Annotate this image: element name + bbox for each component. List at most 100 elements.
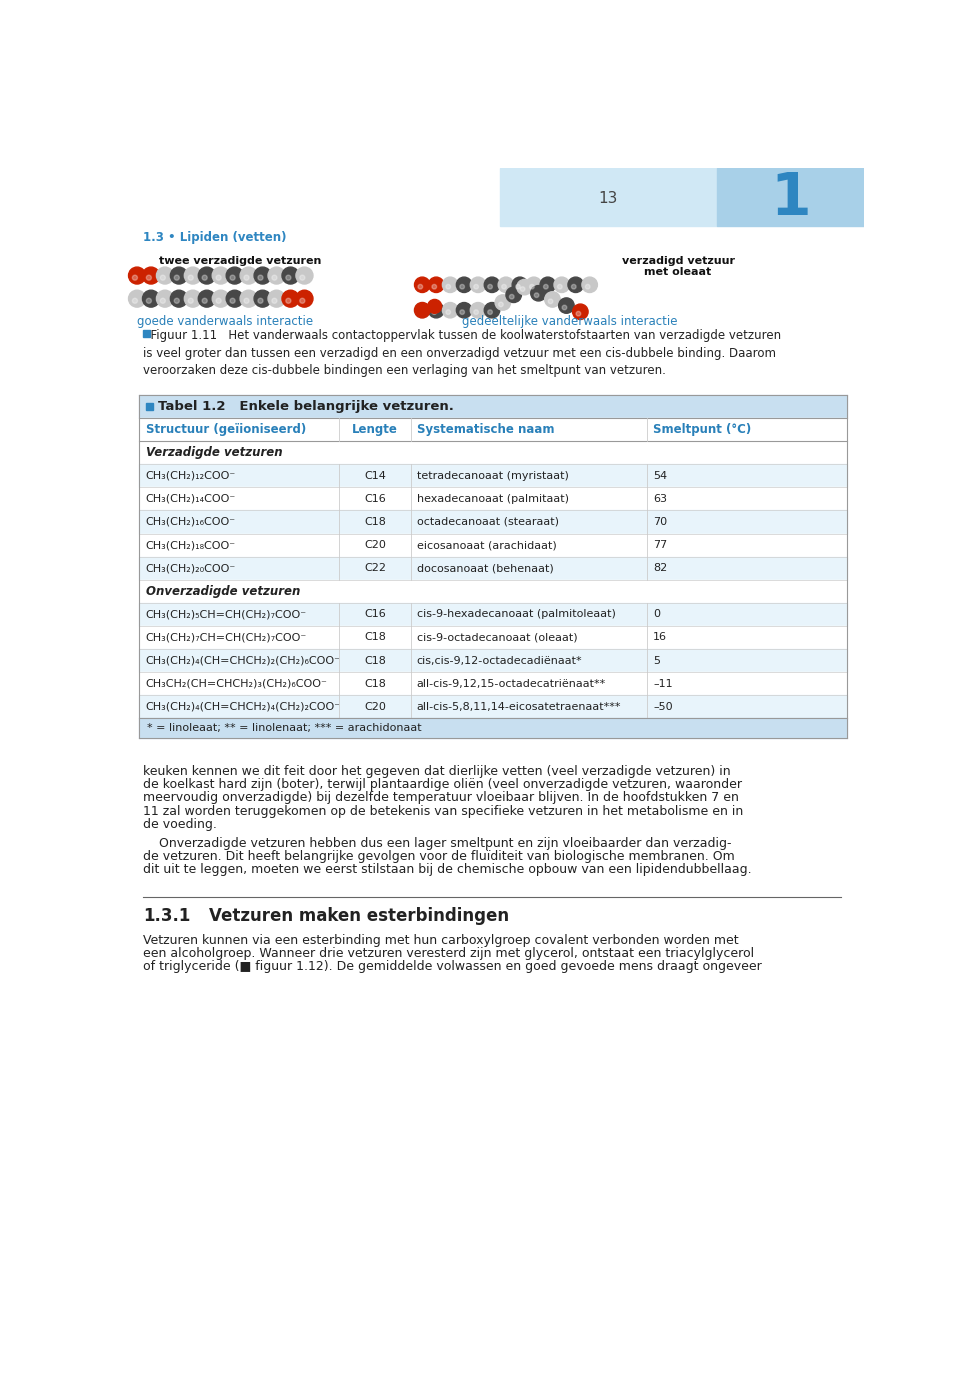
Circle shape — [174, 275, 180, 280]
Circle shape — [146, 298, 152, 303]
Text: 1: 1 — [770, 171, 810, 226]
Text: 0: 0 — [653, 610, 660, 619]
Circle shape — [445, 284, 450, 289]
Circle shape — [415, 277, 430, 292]
Circle shape — [240, 291, 257, 308]
Text: 11 zal worden teruggekomen op de betekenis van specifieke vetzuren in het metabo: 11 zal worden teruggekomen op de beteken… — [143, 805, 743, 818]
Text: CH₃(CH₂)₇CH=CH(CH₂)₇COO⁻: CH₃(CH₂)₇CH=CH(CH₂)₇COO⁻ — [146, 632, 307, 643]
Circle shape — [203, 298, 207, 303]
Circle shape — [272, 298, 277, 303]
Circle shape — [488, 310, 492, 315]
Text: eicosanoaat (arachidaat): eicosanoaat (arachidaat) — [417, 540, 557, 549]
Text: CH₃(CH₂)₁₂COO⁻: CH₃(CH₂)₁₂COO⁻ — [146, 471, 236, 481]
Bar — [143, 330, 150, 337]
Text: 63: 63 — [653, 493, 667, 503]
Circle shape — [563, 305, 566, 310]
Bar — [139, 534, 847, 556]
Text: cis,cis-9,12-octadecadiënaat*: cis,cis-9,12-octadecadiënaat* — [417, 656, 583, 665]
Bar — [146, 403, 154, 410]
Circle shape — [544, 292, 561, 308]
Bar — [139, 418, 847, 442]
Text: gedeeltelijke vanderwaals interactie: gedeeltelijke vanderwaals interactie — [462, 316, 677, 329]
Circle shape — [506, 287, 521, 302]
Bar — [139, 603, 847, 626]
Bar — [717, 168, 864, 225]
Text: –50: –50 — [653, 702, 673, 712]
Circle shape — [488, 284, 492, 289]
Circle shape — [418, 284, 422, 289]
Circle shape — [230, 298, 235, 303]
Circle shape — [129, 267, 146, 284]
Text: Lengte: Lengte — [352, 424, 397, 436]
Circle shape — [216, 298, 221, 303]
Text: verzadigd vetzuur: verzadigd vetzuur — [621, 256, 734, 266]
Bar — [139, 695, 847, 719]
Text: de voeding.: de voeding. — [143, 818, 217, 830]
Text: de vetzuren. Dit heeft belangrijke gevolgen voor de fluïditeit van biologische m: de vetzuren. Dit heeft belangrijke gevol… — [143, 850, 735, 863]
Circle shape — [212, 267, 229, 284]
Circle shape — [456, 277, 472, 292]
Circle shape — [460, 310, 465, 315]
Text: 1.3.1: 1.3.1 — [143, 907, 191, 925]
Circle shape — [160, 298, 165, 303]
Text: cis-9-octadecanoaat (oleaat): cis-9-octadecanoaat (oleaat) — [417, 632, 578, 643]
Circle shape — [443, 277, 458, 292]
Text: 1.3 • Lipiden (vetten): 1.3 • Lipiden (vetten) — [143, 231, 287, 243]
Circle shape — [142, 267, 159, 284]
Text: dit uit te leggen, moeten we eerst stilstaan bij de chemische opbouw van een lip: dit uit te leggen, moeten we eerst stils… — [143, 863, 752, 877]
Text: goede vanderwaals interactie: goede vanderwaals interactie — [136, 316, 313, 329]
Circle shape — [286, 275, 291, 280]
Circle shape — [445, 310, 450, 315]
Bar — [139, 649, 847, 672]
Circle shape — [571, 284, 576, 289]
Circle shape — [572, 303, 588, 320]
Bar — [139, 442, 847, 464]
Circle shape — [498, 277, 514, 292]
Circle shape — [428, 277, 444, 292]
Circle shape — [582, 277, 597, 292]
Text: tetradecanoaat (myristaat): tetradecanoaat (myristaat) — [417, 471, 568, 481]
Text: –11: –11 — [653, 678, 673, 689]
Circle shape — [286, 298, 291, 303]
Circle shape — [498, 302, 503, 306]
Bar — [500, 168, 717, 225]
Circle shape — [268, 267, 285, 284]
Text: C16: C16 — [364, 610, 386, 619]
Circle shape — [244, 298, 249, 303]
Bar — [139, 556, 847, 580]
Text: CH₃(CH₂)₄(CH=CHCH₂)₄(CH₂)₂COO⁻: CH₃(CH₂)₄(CH=CHCH₂)₄(CH₂)₂COO⁻ — [146, 702, 341, 712]
Circle shape — [415, 302, 430, 317]
Circle shape — [300, 275, 305, 280]
Circle shape — [520, 287, 525, 291]
Bar — [139, 488, 847, 510]
Circle shape — [268, 291, 285, 308]
Circle shape — [516, 280, 532, 295]
Circle shape — [512, 277, 528, 292]
Text: Onverzadigde vetzuren: Onverzadigde vetzuren — [146, 584, 300, 598]
Text: C16: C16 — [364, 493, 386, 503]
Text: Onverzadigde vetzuren hebben dus een lager smeltpunt en zijn vloeibaarder dan ve: Onverzadigde vetzuren hebben dus een lag… — [143, 837, 732, 850]
Circle shape — [296, 291, 313, 308]
Circle shape — [156, 267, 174, 284]
Text: Systematische naam: Systematische naam — [417, 424, 554, 436]
Text: 54: 54 — [653, 471, 667, 481]
Text: 77: 77 — [653, 540, 667, 549]
Text: Figuur 1.11   Het vanderwaals contactoppervlak tussen de koolwaterstofstaarten v: Figuur 1.11 Het vanderwaals contactopper… — [143, 330, 781, 377]
Circle shape — [559, 298, 574, 313]
Circle shape — [428, 302, 444, 317]
Circle shape — [199, 291, 215, 308]
Circle shape — [170, 291, 187, 308]
Circle shape — [526, 277, 541, 292]
Circle shape — [296, 267, 313, 284]
Circle shape — [129, 291, 146, 308]
Circle shape — [282, 267, 299, 284]
Text: all-cis-9,12,15-octadecatriënaat**: all-cis-9,12,15-octadecatriënaat** — [417, 678, 606, 689]
Circle shape — [554, 277, 569, 292]
Circle shape — [432, 284, 437, 289]
Circle shape — [531, 285, 546, 301]
Text: CH₃(CH₂)₄(CH=CHCH₂)₂(CH₂)₆COO⁻: CH₃(CH₂)₄(CH=CHCH₂)₂(CH₂)₆COO⁻ — [146, 656, 341, 665]
Text: Verzadigde vetzuren: Verzadigde vetzuren — [146, 446, 282, 459]
Text: Smeltpunt (°C): Smeltpunt (°C) — [653, 424, 752, 436]
Text: Vetzuren maken esterbindingen: Vetzuren maken esterbindingen — [209, 907, 509, 925]
Circle shape — [244, 275, 249, 280]
